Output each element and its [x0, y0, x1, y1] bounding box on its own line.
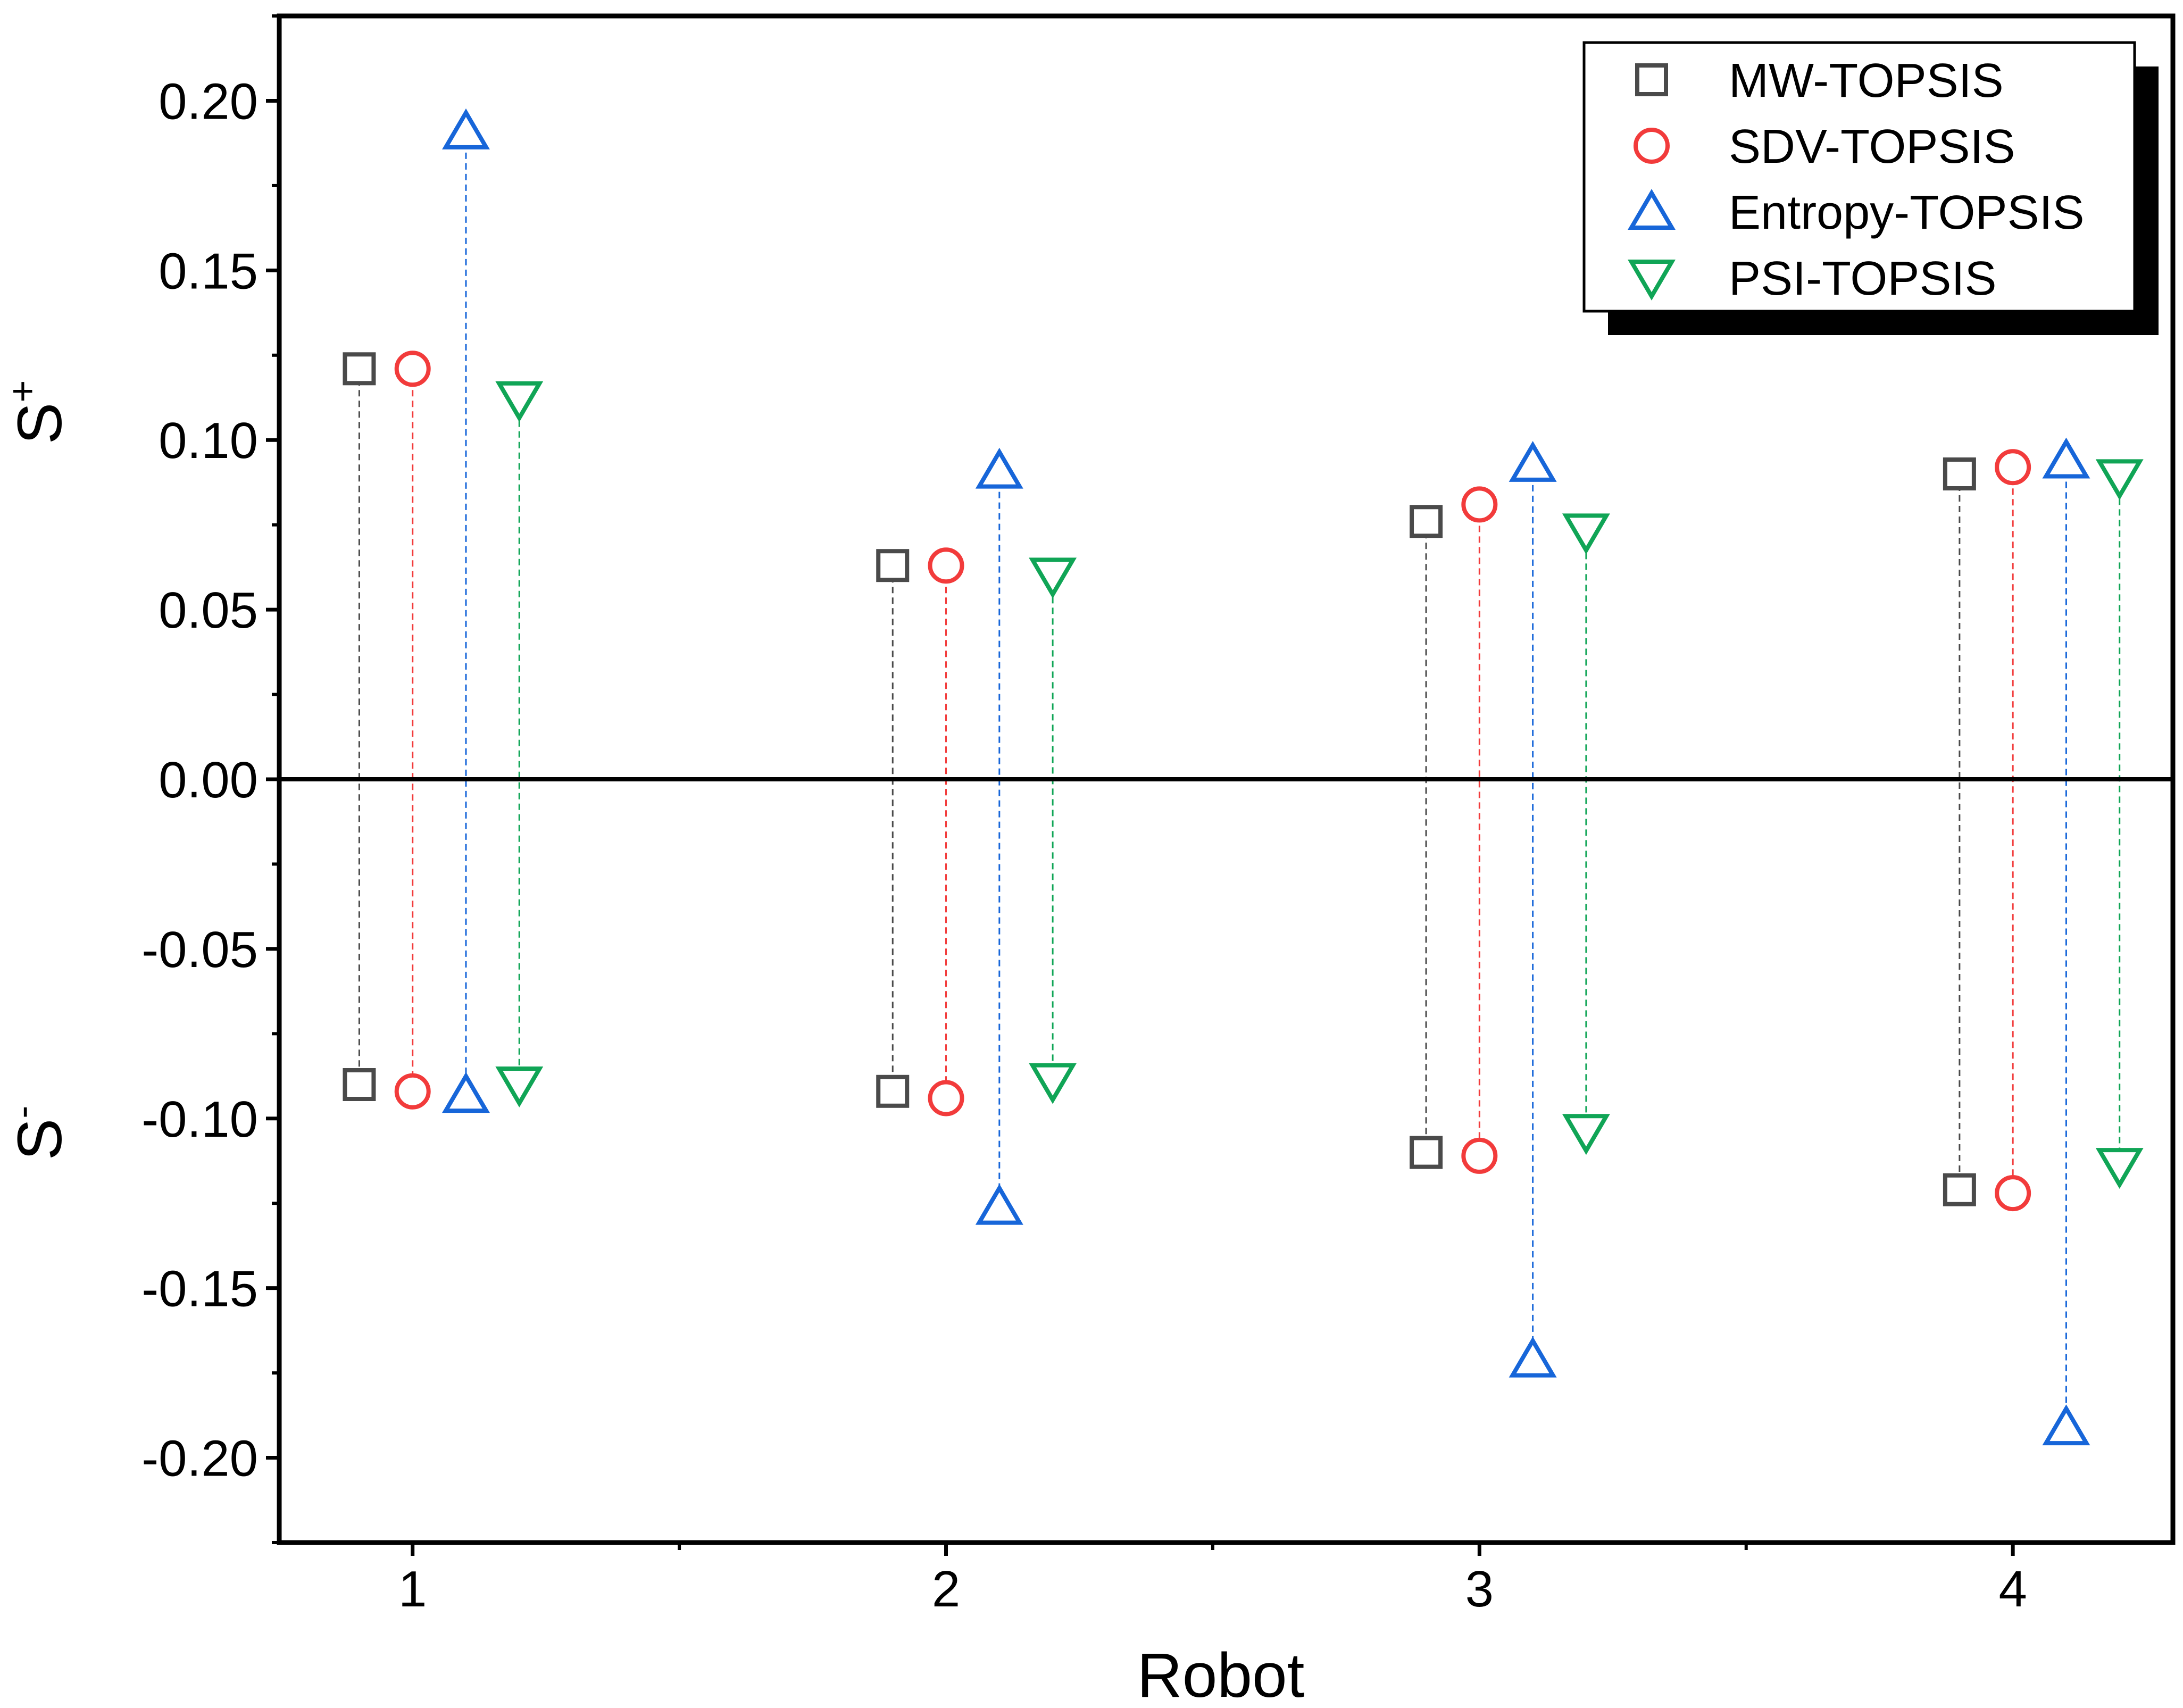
s-minus-point	[2042, 1404, 2090, 1446]
legend-box	[1582, 41, 2136, 313]
s-plus-point	[1029, 557, 1077, 599]
x-axis: 1 2 3 4	[398, 1543, 2027, 1618]
series-sdv-topsis	[394, 351, 2031, 1212]
y-axis-title-top: S+	[2, 380, 75, 445]
legend-marker	[1628, 189, 1676, 230]
s-minus-point	[928, 1080, 964, 1117]
s-plus-point	[2042, 437, 2090, 479]
series-layer	[343, 108, 2144, 1446]
s-plus-point	[1410, 505, 1443, 538]
legend-label: Entropy-TOPSIS	[1729, 186, 2085, 239]
s-minus-point	[2095, 1148, 2144, 1189]
s-minus-point	[1562, 1114, 1610, 1155]
series-mw-topsis	[343, 352, 1976, 1206]
y-tick-label: -0.05	[141, 921, 258, 978]
s-plus-point	[343, 352, 376, 386]
s-minus-point	[1410, 1136, 1443, 1169]
x-tick-label: 2	[932, 1561, 960, 1618]
s-plus-point	[1995, 449, 2031, 486]
y-axis-title-bottom-sup: -	[2, 1106, 44, 1119]
y-tick-label: -0.15	[141, 1261, 258, 1318]
s-plus-point	[1562, 513, 1610, 555]
legend-label: PSI-TOPSIS	[1729, 252, 1996, 305]
series-psi-topsis	[495, 381, 2144, 1189]
y-tick-label: -0.20	[141, 1430, 258, 1487]
x-tick-label: 4	[1998, 1561, 2027, 1618]
legend-label: SDV-TOPSIS	[1729, 120, 2015, 173]
legend: MW-TOPSIS SDV-TOPSIS Entropy-TOPSIS PSI-TOP…	[1582, 41, 2159, 335]
s-plus-point	[394, 351, 431, 387]
series-entropy-topsis	[442, 108, 2090, 1446]
x-tick-label: 1	[398, 1561, 427, 1618]
s-minus-point	[394, 1073, 431, 1110]
y-axis-title-top-base: S	[5, 403, 75, 445]
legend-items: MW-TOPSIS SDV-TOPSIS Entropy-TOPSIS PSI-TOP…	[1628, 54, 2085, 305]
s-minus-point	[1509, 1336, 1557, 1378]
s-minus-point	[975, 1184, 1023, 1225]
s-plus-point	[876, 549, 910, 582]
s-minus-point	[1995, 1175, 2031, 1212]
s-plus-point	[1943, 457, 1976, 490]
y-tick-label: -0.10	[141, 1091, 258, 1148]
s-plus-point	[928, 547, 964, 584]
s-minus-point	[1943, 1173, 1976, 1206]
y-axis-title-bottom: S-	[2, 1106, 75, 1161]
y-tick-label: 0.20	[159, 73, 258, 130]
legend-marker	[1635, 63, 1668, 96]
x-tick-label: 3	[1465, 1561, 1494, 1618]
s-minus-point	[442, 1072, 490, 1113]
s-plus-point	[975, 447, 1023, 489]
s-minus-point	[1461, 1137, 1498, 1174]
s-plus-point	[495, 381, 544, 422]
s-plus-point	[442, 108, 490, 149]
y-axis-title-top-sup: +	[2, 380, 44, 403]
y-axis: 0.20 0.15 0.10 0.05 0.00 -0.05 -0.10 -0.15 -0.20	[141, 14, 279, 1544]
y-tick-label: 0.15	[159, 243, 258, 299]
x-axis-title: Robot	[1137, 1640, 1305, 1708]
y-tick-label: 0.10	[159, 412, 258, 469]
s-minus-point	[876, 1074, 910, 1108]
legend-marker	[1634, 128, 1670, 164]
legend-label: MW-TOPSIS	[1729, 54, 2004, 107]
s-plus-point	[1509, 440, 1557, 482]
s-plus-point	[2095, 459, 2144, 501]
s-minus-point	[495, 1067, 544, 1107]
s-plus-point	[1461, 486, 1498, 523]
s-minus-point	[1029, 1063, 1077, 1104]
y-tick-label: 0.05	[159, 582, 258, 639]
y-tick-label: 0.00	[159, 752, 258, 809]
legend-marker	[1628, 260, 1676, 301]
s-minus-point	[343, 1068, 376, 1101]
y-axis-title-bottom-base: S	[5, 1119, 75, 1161]
